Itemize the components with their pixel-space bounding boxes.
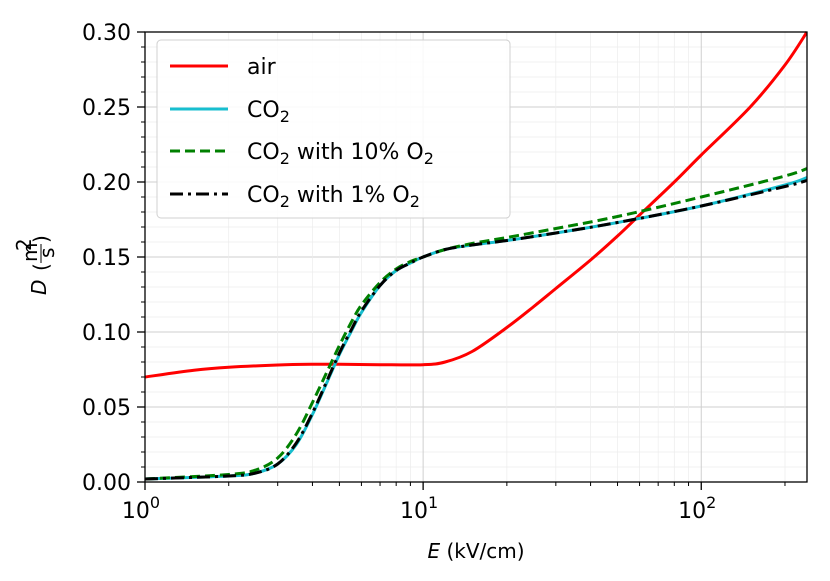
series-line-air <box>145 31 807 379</box>
y-tick-label: 0.10 <box>82 321 131 346</box>
y-axis-frac-num-sup: 2 <box>12 238 36 251</box>
y-axis-paren-close: ) <box>29 235 53 243</box>
legend-box <box>156 39 511 219</box>
y-axis-frac-den: s <box>35 248 59 258</box>
y-tick-label: 0.30 <box>82 21 131 46</box>
legend-label-co2: CO2 <box>247 98 290 126</box>
axis-ticks: 0.00 0.05 0.10 0.15 0.20 0.25 0.30 100 101 102 <box>82 21 786 524</box>
y-axis-paren-open: ( <box>29 263 53 271</box>
x-tick-label: 101 <box>400 493 438 524</box>
series-line-co2-1o2 <box>145 179 807 481</box>
y-tick-label: 0.20 <box>82 171 131 196</box>
axis-labels: E (kV/cm) D (m2s) <box>12 235 525 563</box>
series-line-co2 <box>145 176 807 481</box>
y-tick-label: 0.00 <box>82 471 131 496</box>
legend-label-co2-10o2: CO2 with 10% O2 <box>247 140 434 168</box>
legend: air CO2 CO2 with 10% O2 CO2 with 1% O2 <box>156 39 511 219</box>
legend-label-co2-1o2: CO2 with 1% O2 <box>247 183 420 211</box>
y-axis-label: D (m2s) <box>12 235 59 295</box>
y-tick-label: 0.25 <box>82 96 131 121</box>
y-axis-var: D <box>27 280 51 295</box>
y-axis-frac-num: m <box>18 243 42 262</box>
series-lines <box>145 31 807 481</box>
y-tick-label: 0.05 <box>82 396 131 421</box>
y-tick-label: 0.15 <box>82 246 131 271</box>
x-tick-label: 100 <box>122 493 160 524</box>
legend-label-air: air <box>247 55 277 80</box>
x-axis-label: E (kV/cm) <box>427 539 524 563</box>
x-tick-label: 102 <box>678 493 716 524</box>
